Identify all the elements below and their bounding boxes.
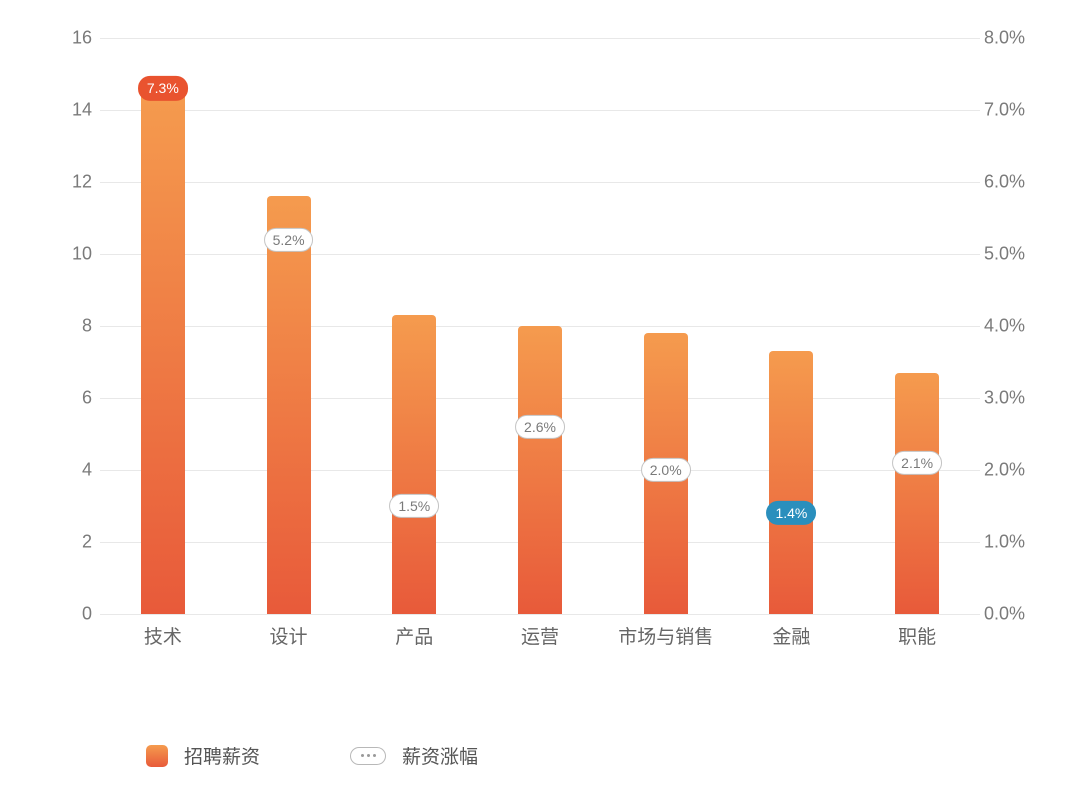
y-left-tick-label: 12 bbox=[58, 172, 92, 193]
y-left-tick-label: 8 bbox=[58, 316, 92, 337]
bar bbox=[769, 351, 813, 614]
x-category-label: 产品 bbox=[395, 622, 433, 649]
value-badge: 5.2% bbox=[264, 228, 314, 252]
x-category-label: 运营 bbox=[521, 622, 559, 649]
y-left-tick-label: 16 bbox=[58, 28, 92, 49]
plot-area: 00.0%21.0%42.0%63.0%84.0%105.0%126.0%147… bbox=[100, 38, 980, 614]
bar bbox=[141, 92, 185, 614]
gridline bbox=[100, 110, 980, 111]
bar bbox=[392, 315, 436, 614]
y-left-tick-label: 14 bbox=[58, 100, 92, 121]
gridline bbox=[100, 182, 980, 183]
bar bbox=[518, 326, 562, 614]
bar bbox=[267, 196, 311, 614]
y-left-tick-label: 6 bbox=[58, 388, 92, 409]
bar bbox=[895, 373, 939, 614]
legend-bar-swatch bbox=[146, 745, 168, 767]
value-badge: 2.0% bbox=[641, 458, 691, 482]
gridline bbox=[100, 254, 980, 255]
value-badge: 7.3% bbox=[138, 76, 188, 100]
y-right-tick-label: 0.0% bbox=[984, 604, 1042, 625]
legend-item-bar: 招聘薪资 bbox=[146, 742, 260, 769]
y-left-tick-label: 4 bbox=[58, 460, 92, 481]
y-left-tick-label: 0 bbox=[58, 604, 92, 625]
value-badge: 2.6% bbox=[515, 415, 565, 439]
y-right-tick-label: 5.0% bbox=[984, 244, 1042, 265]
x-category-label: 设计 bbox=[270, 622, 308, 649]
value-badge: 1.5% bbox=[389, 494, 439, 518]
legend-badge-label: 薪资涨幅 bbox=[402, 742, 478, 769]
y-left-tick-label: 2 bbox=[58, 532, 92, 553]
value-badge: 2.1% bbox=[892, 451, 942, 475]
y-left-tick-label: 10 bbox=[58, 244, 92, 265]
y-right-tick-label: 3.0% bbox=[984, 388, 1042, 409]
chart-container: 00.0%21.0%42.0%63.0%84.0%105.0%126.0%147… bbox=[58, 30, 1022, 710]
x-category-label: 市场与销售 bbox=[618, 622, 713, 649]
gridline bbox=[100, 614, 980, 615]
x-category-label: 职能 bbox=[898, 622, 936, 649]
gridline bbox=[100, 38, 980, 39]
legend: 招聘薪资 薪资涨幅 bbox=[146, 742, 478, 769]
value-badge: 1.4% bbox=[766, 501, 816, 525]
y-right-tick-label: 8.0% bbox=[984, 28, 1042, 49]
y-right-tick-label: 1.0% bbox=[984, 532, 1042, 553]
y-right-tick-label: 7.0% bbox=[984, 100, 1042, 121]
y-right-tick-label: 4.0% bbox=[984, 316, 1042, 337]
y-right-tick-label: 2.0% bbox=[984, 460, 1042, 481]
legend-bar-label: 招聘薪资 bbox=[184, 742, 260, 769]
y-right-tick-label: 6.0% bbox=[984, 172, 1042, 193]
x-category-label: 金融 bbox=[772, 622, 810, 649]
x-category-label: 技术 bbox=[144, 622, 182, 649]
legend-badge-swatch bbox=[350, 747, 386, 765]
legend-item-badge: 薪资涨幅 bbox=[350, 742, 478, 769]
